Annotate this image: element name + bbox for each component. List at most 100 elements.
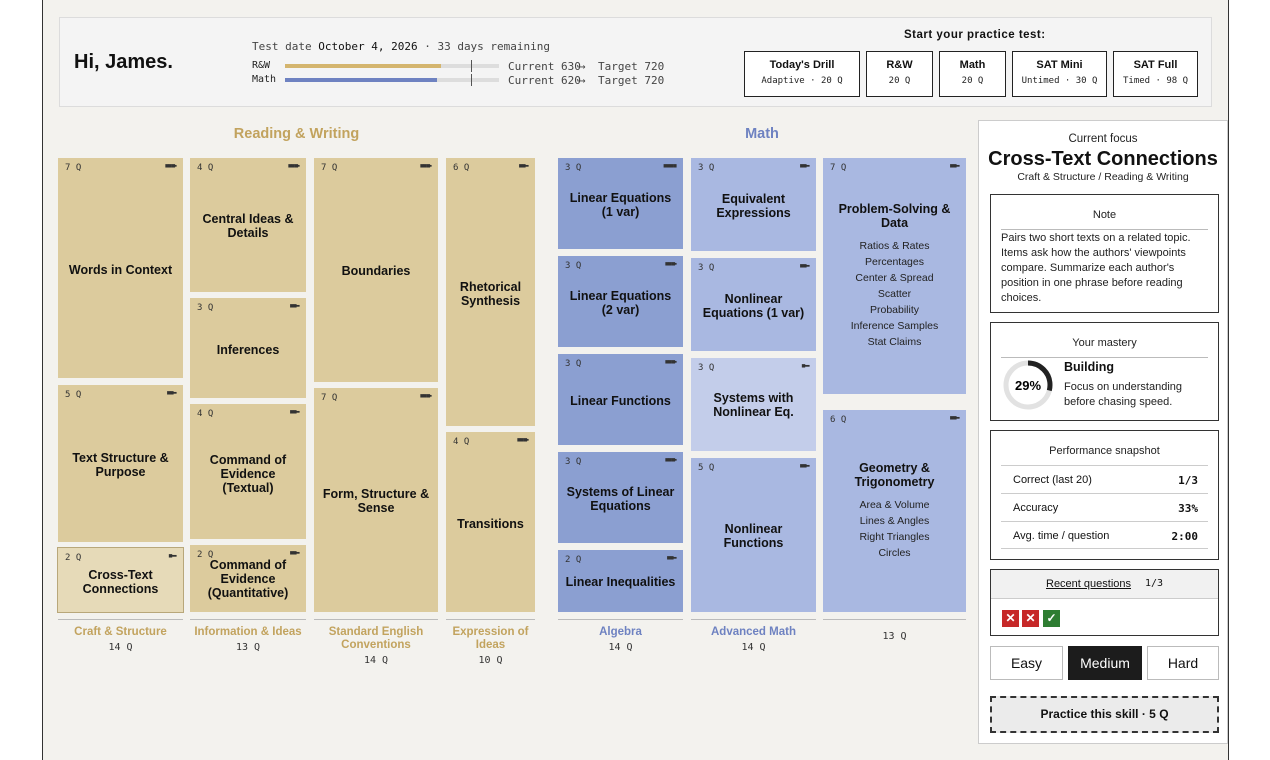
- recent-questions-link[interactable]: Recent questions: [1046, 578, 1131, 590]
- difficulty-medium-button[interactable]: Medium: [1068, 646, 1142, 680]
- group-name: Advanced Math: [711, 626, 796, 638]
- progress-label: R&W: [252, 60, 271, 71]
- button-title: Today's Drill: [769, 59, 835, 71]
- difficulty-easy-button[interactable]: Easy: [990, 646, 1063, 680]
- tile-title: Form, Structure & Sense: [322, 487, 430, 515]
- question-count: 5 Q: [698, 463, 715, 473]
- target-score: Target 720: [598, 74, 665, 87]
- recent-questions-card: Recent questions 1/3: [990, 569, 1219, 636]
- question-count: 7 Q: [65, 163, 82, 173]
- divider: [691, 619, 816, 620]
- tile-title: Problem-Solving & Data: [838, 202, 951, 230]
- difficulty-dots-icon: ■■▪▪: [666, 555, 677, 562]
- tile-title: Equivalent Expressions: [716, 192, 791, 220]
- start-test-label: Start your practice test:: [904, 29, 1046, 41]
- skill-tile-command-evidence-quantitative[interactable]: 2 Q ■■▪▪ Command of Evidence (Quantitativ…: [190, 545, 306, 612]
- group-label-standard-english: Standard English Conventions 14 Q: [314, 619, 438, 666]
- skill-tile-systems-nonlinear[interactable]: 3 Q ■▪▪▪ Systems with Nonlinear Eq.: [691, 358, 816, 451]
- practice-skill-button[interactable]: Practice this skill · 5 Q: [990, 696, 1219, 733]
- arrow-icon: ⟶: [578, 74, 585, 87]
- button-subtitle: 20 Q: [961, 76, 984, 86]
- subskill-item: Ratios & Rates: [859, 240, 930, 252]
- button-subtitle: 20 Q: [888, 76, 911, 86]
- tile-title: Command of Evidence (Textual): [209, 453, 287, 495]
- difficulty-dots-icon: ■■▪▪: [799, 163, 810, 170]
- skill-tile-cross-text-selected[interactable]: 2 Q ■▪▪▪ Cross-Text Connections: [57, 547, 184, 613]
- skill-tile-boundaries[interactable]: 7 Q ■■■▪ Boundaries: [314, 158, 438, 382]
- perf-label: Accuracy: [1013, 502, 1059, 514]
- button-subtitle: Untimed · 30 Q: [1021, 76, 1098, 86]
- focus-label: Current focus: [1068, 133, 1138, 145]
- skill-tile-systems-linear[interactable]: 3 Q ■■■▪ Systems of Linear Equations: [558, 452, 683, 543]
- days-remaining: · 33 days remaining: [424, 40, 551, 53]
- skill-tile-command-evidence-textual[interactable]: 4 Q ■■▪▪ Command of Evidence (Textual): [190, 404, 306, 539]
- group-name: Expression of Ideas: [452, 626, 529, 651]
- skill-tile-linear-eq-2var[interactable]: 3 Q ■■■▪ Linear Equations (2 var): [558, 256, 683, 347]
- subskill-item: Probability: [869, 304, 920, 316]
- difficulty-dots-icon: ■■■▪: [419, 163, 432, 170]
- target-score: Target 720: [598, 60, 665, 73]
- skill-tile-geometry-trig[interactable]: 6 Q ■■▪▪ Geometry & Trigonometry Area & V…: [823, 410, 966, 612]
- tile-title: Linear Equations (2 var): [569, 289, 672, 317]
- skill-tile-linear-inequalities[interactable]: 2 Q ■■▪▪ Linear Inequalities: [558, 550, 683, 612]
- difficulty-dots-icon: ■■■▪: [164, 163, 177, 170]
- skill-tile-linear-eq-1var[interactable]: 3 Q ■■■■ Linear Equations (1 var): [558, 158, 683, 249]
- performance-card: Performance snapshot Correct (last 20) 1/…: [990, 430, 1219, 560]
- difficulty-dots-icon: ■■▪▪: [799, 463, 810, 470]
- subskill-item: Area & Volume: [859, 499, 930, 511]
- group-name: Information & Ideas: [194, 626, 302, 638]
- tile-title: Transitions: [457, 517, 524, 531]
- difficulty-dots-icon: ■■▪▪: [518, 163, 529, 170]
- group-count: 13 Q: [235, 642, 261, 653]
- skill-tile-linear-functions[interactable]: 3 Q ■■■▪ Linear Functions: [558, 354, 683, 445]
- question-count: 4 Q: [197, 409, 214, 419]
- question-count: 2 Q: [65, 553, 82, 563]
- skill-tile-nonlinear-eq[interactable]: 3 Q ■■▪▪ Nonlinear Equations (1 var): [691, 258, 816, 351]
- button-title: SAT Mini: [1036, 59, 1083, 71]
- skill-tile-rhetorical-synthesis[interactable]: 6 Q ■■▪▪ Rhetorical Synthesis: [446, 158, 535, 426]
- sat-full-button[interactable]: SAT Full Timed · 98 Q: [1113, 51, 1198, 97]
- difficulty-dots-icon: ■■▪▪: [166, 390, 177, 397]
- skill-tile-problem-solving-data[interactable]: 7 Q ■■▪▪ Problem-Solving & Data Ratios & …: [823, 158, 966, 394]
- button-title: R&W: [886, 59, 913, 71]
- wrong-icon[interactable]: ✕: [1002, 610, 1019, 627]
- difficulty-dots-icon: ■■■▪: [664, 359, 677, 366]
- rw-test-button[interactable]: R&W 20 Q: [866, 51, 933, 97]
- question-count: 5 Q: [65, 390, 82, 400]
- skill-tile-transitions[interactable]: 4 Q ■■■▪ Transitions: [446, 432, 535, 612]
- skill-tile-text-structure[interactable]: 5 Q ■■▪▪ Text Structure & Purpose: [58, 385, 183, 542]
- skill-tile-inferences[interactable]: 3 Q ■■▪▪ Inferences: [190, 298, 306, 398]
- math-test-button[interactable]: Math 20 Q: [939, 51, 1006, 97]
- skill-tile-words-in-context[interactable]: 7 Q ■■■▪ Words in Context: [58, 158, 183, 378]
- skill-tile-central-ideas[interactable]: 4 Q ■■■▪ Central Ideas & Details: [190, 158, 306, 292]
- section-title-math: Math: [745, 126, 779, 142]
- skill-tile-form-structure-sense[interactable]: 7 Q ■■■▪ Form, Structure & Sense: [314, 388, 438, 612]
- focus-panel: Current focus Cross-Text Connections Cra…: [978, 120, 1228, 744]
- check-icon[interactable]: ✓: [1043, 610, 1060, 627]
- perf-value: 1/3: [1178, 474, 1198, 487]
- todays-drill-button[interactable]: Today's Drill Adaptive · 20 Q: [744, 51, 860, 97]
- button-title: SAT Full: [1133, 59, 1178, 71]
- progress-track: [285, 60, 499, 72]
- subskill-item: Lines & Angles: [859, 515, 930, 527]
- group-name: Standard English Conventions: [328, 626, 424, 651]
- tile-title: Geometry & Trigonometry: [854, 461, 935, 489]
- question-count: 2 Q: [197, 550, 214, 560]
- tile-title: Boundaries: [341, 264, 411, 278]
- difficulty-hard-button[interactable]: Hard: [1147, 646, 1219, 680]
- tile-title: Inferences: [216, 343, 280, 357]
- recent-count: 1/3: [1145, 578, 1164, 589]
- sat-mini-button[interactable]: SAT Mini Untimed · 30 Q: [1012, 51, 1107, 97]
- skill-tile-nonlinear-functions[interactable]: 5 Q ■■▪▪ Nonlinear Functions: [691, 458, 816, 612]
- greeting: Hi, James.: [74, 51, 173, 73]
- difficulty-dots-icon: ■■▪▪: [949, 415, 960, 422]
- wrong-icon[interactable]: ✕: [1022, 610, 1039, 627]
- progress-fill: [285, 64, 442, 68]
- skill-tile-equivalent-expressions[interactable]: 3 Q ■■▪▪ Equivalent Expressions: [691, 158, 816, 251]
- difficulty-dots-icon: ■■■■: [663, 163, 677, 170]
- question-count: 4 Q: [197, 163, 214, 173]
- ring-progress: [1003, 360, 1053, 410]
- question-count: 6 Q: [830, 415, 847, 425]
- question-count: 3 Q: [698, 363, 715, 373]
- group-label-expression-ideas: Expression of Ideas 10 Q: [446, 619, 535, 666]
